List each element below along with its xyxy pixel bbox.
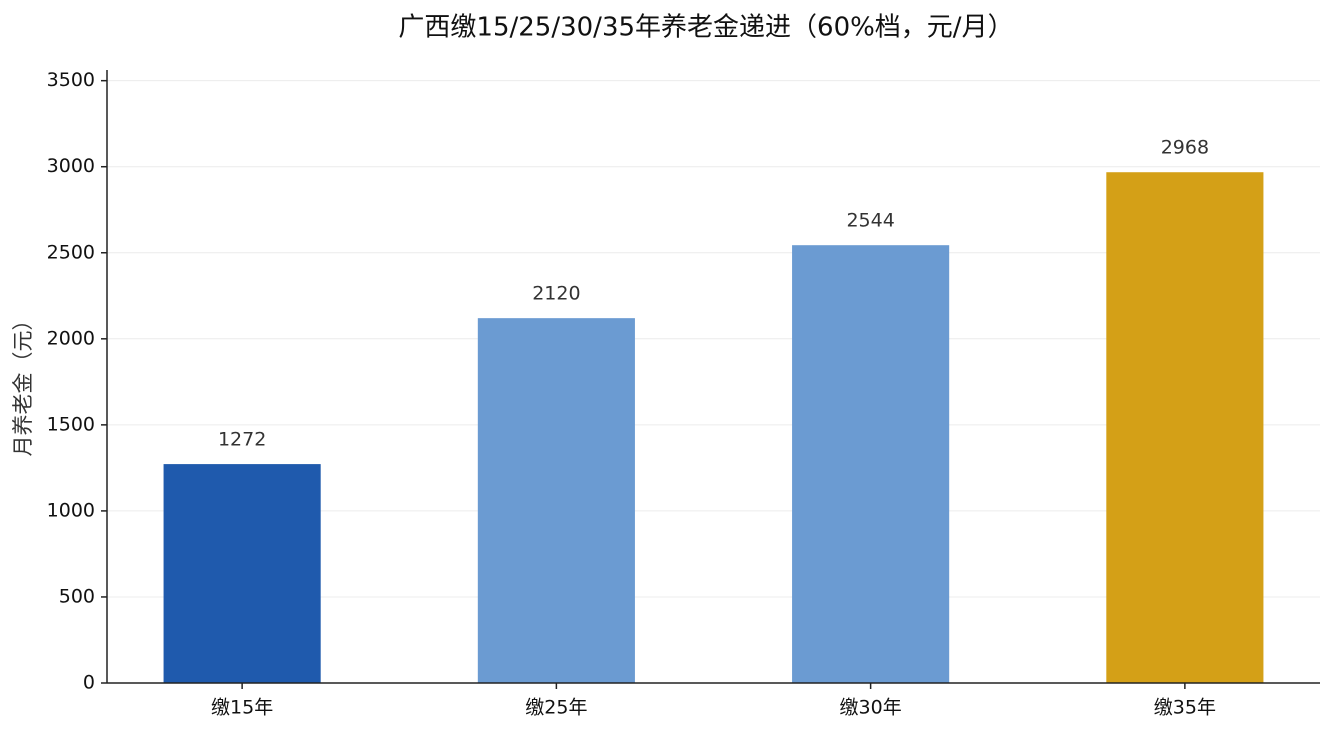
x-tick-label: 缴30年 xyxy=(840,697,902,719)
bar xyxy=(477,318,635,683)
value-label: 2544 xyxy=(846,210,894,232)
y-tick-label: 500 xyxy=(59,585,95,607)
value-label: 1272 xyxy=(218,429,266,451)
x-tick-label: 缴35年 xyxy=(1154,697,1216,719)
chart-title: 广西缴15/25/30/35年养老金递进（60%档，元/月） xyxy=(398,13,1013,43)
bar xyxy=(163,464,321,683)
bar xyxy=(1106,172,1264,683)
y-tick-label: 3000 xyxy=(47,155,95,177)
value-label: 2968 xyxy=(1161,137,1209,159)
x-tick-label: 缴15年 xyxy=(211,697,273,719)
x-tick-label: 缴25年 xyxy=(525,697,587,719)
y-tick-label: 2000 xyxy=(47,327,95,349)
bar xyxy=(792,245,950,684)
y-tick-label: 0 xyxy=(83,672,95,694)
y-tick-label: 1500 xyxy=(47,413,95,435)
value-label: 2120 xyxy=(532,283,580,305)
y-axis-label: 月养老金（元） xyxy=(11,310,35,457)
y-tick-label: 1000 xyxy=(47,499,95,521)
y-tick-label: 3500 xyxy=(47,69,95,91)
y-tick-label: 2500 xyxy=(47,241,95,263)
